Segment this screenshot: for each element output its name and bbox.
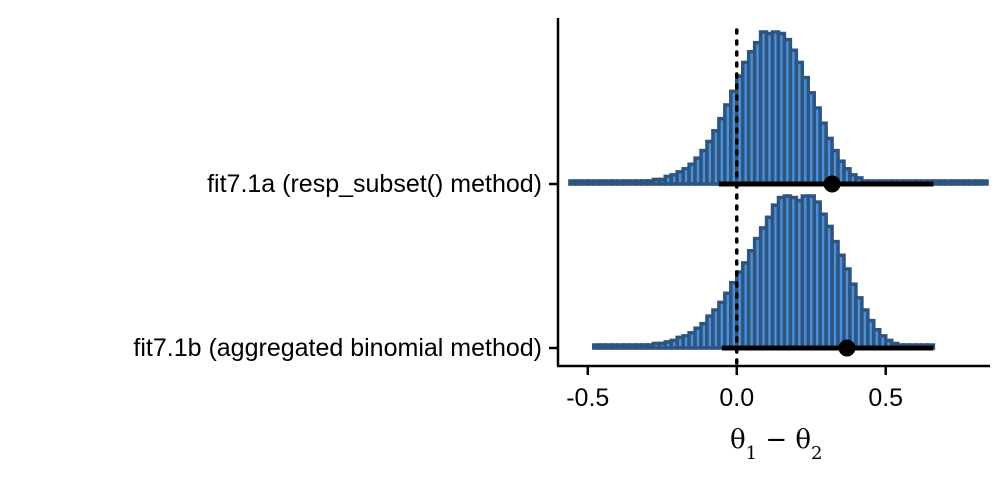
x-tick-label-neg-0-5: -0.5 [566, 384, 609, 412]
x-axis-title-theta-2: θ [795, 425, 811, 455]
x-tick-label-0-0: 0.0 [719, 384, 754, 412]
histogram-bar [979, 179, 989, 186]
series-fit7-1a [592, 194, 936, 357]
x-tick-label-0-5: 0.5 [868, 384, 903, 412]
x-axis-title-sub-2: 2 [811, 443, 822, 464]
point-estimate [823, 175, 841, 193]
series-fit7-1b [568, 30, 989, 193]
x-axis-title: θ1 − θ2 [730, 425, 823, 464]
y-tick-label-fit7-1a: fit7.1b (aggregated binomial method) [133, 334, 542, 362]
point-estimate [838, 339, 856, 357]
x-axis-title-minus: − [757, 425, 795, 455]
y-tick-label-fit7-1b: fit7.1a (resp_subset() method) [207, 170, 542, 198]
x-axis-title-theta-1: θ [730, 425, 746, 455]
x-axis-title-sub-1: 1 [746, 443, 757, 464]
